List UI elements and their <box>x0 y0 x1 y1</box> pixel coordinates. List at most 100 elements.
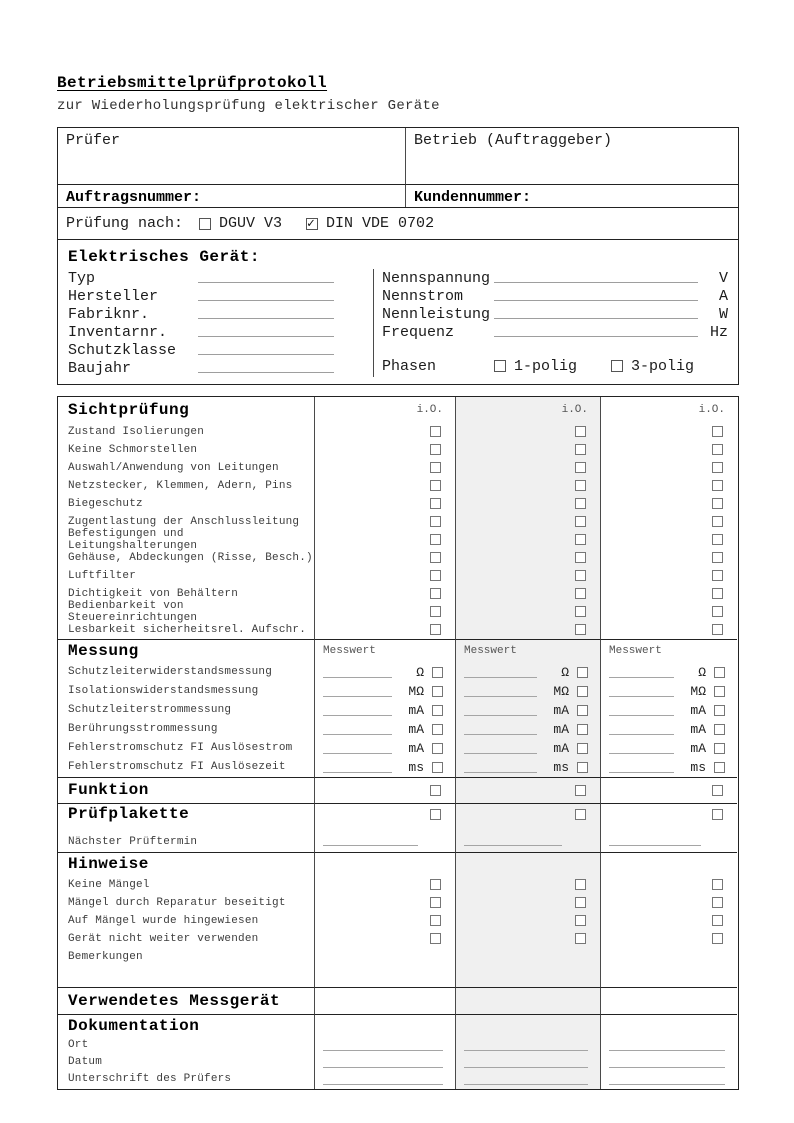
io-checkbox[interactable] <box>712 480 723 491</box>
messwert-input-line[interactable] <box>609 769 674 773</box>
nennspannung-input-line[interactable] <box>494 279 698 283</box>
prueftermin-input-line[interactable] <box>464 843 562 846</box>
messgeraet-cell[interactable] <box>600 986 737 1014</box>
io-checkbox[interactable] <box>575 606 586 617</box>
bemerkungen-cell[interactable] <box>600 947 737 966</box>
io-checkbox[interactable] <box>430 808 441 820</box>
io-checkbox[interactable] <box>575 879 586 890</box>
io-checkbox[interactable] <box>575 444 586 455</box>
io-checkbox[interactable] <box>712 498 723 509</box>
io-checkbox[interactable] <box>430 784 441 796</box>
io-checkbox[interactable] <box>430 624 441 635</box>
messwert-input-line[interactable] <box>464 750 537 754</box>
io-checkbox[interactable] <box>575 498 586 509</box>
bemerkungen-cell[interactable] <box>455 947 600 966</box>
io-checkbox[interactable] <box>712 624 723 635</box>
io-checkbox[interactable] <box>577 685 588 697</box>
bemerkungen-cell[interactable] <box>314 947 455 966</box>
io-checkbox[interactable] <box>432 742 443 754</box>
din-vde-0702-checkbox[interactable] <box>306 216 319 231</box>
io-checkbox[interactable] <box>430 915 441 926</box>
io-checkbox[interactable] <box>577 704 588 716</box>
messwert-input-line[interactable] <box>323 731 392 735</box>
io-checkbox[interactable] <box>432 761 443 773</box>
messwert-input-line[interactable] <box>609 674 674 678</box>
messwert-input-line[interactable] <box>609 693 674 697</box>
nennleistung-input-line[interactable] <box>494 315 698 319</box>
io-checkbox[interactable] <box>430 444 441 455</box>
io-checkbox[interactable] <box>575 426 586 437</box>
io-checkbox[interactable] <box>714 761 725 773</box>
messwert-input-line[interactable] <box>609 731 674 735</box>
messwert-input-line[interactable] <box>323 750 392 754</box>
io-checkbox[interactable] <box>430 426 441 437</box>
pruefer-field[interactable]: Prüfer <box>58 128 405 184</box>
io-checkbox[interactable] <box>575 933 586 944</box>
ort-input-line[interactable] <box>609 1048 725 1051</box>
io-checkbox[interactable] <box>712 784 723 796</box>
io-checkbox[interactable] <box>575 784 586 796</box>
io-checkbox[interactable] <box>575 897 586 908</box>
io-checkbox[interactable] <box>430 570 441 581</box>
io-checkbox[interactable] <box>430 897 441 908</box>
unterschrift-input-line[interactable] <box>464 1082 588 1085</box>
kundennummer-field[interactable]: Kundennummer: <box>405 184 738 207</box>
io-checkbox[interactable] <box>712 879 723 890</box>
io-checkbox[interactable] <box>430 588 441 599</box>
io-checkbox[interactable] <box>575 516 586 527</box>
ort-input-line[interactable] <box>323 1048 443 1051</box>
option-din-vde-0702[interactable]: DIN VDE 0702 <box>306 215 434 232</box>
io-checkbox[interactable] <box>575 808 586 820</box>
messwert-input-line[interactable] <box>323 674 392 678</box>
messwert-input-line[interactable] <box>323 769 392 773</box>
datum-input-line[interactable] <box>609 1065 725 1068</box>
messwert-input-line[interactable] <box>464 693 537 697</box>
messgeraet-cell[interactable] <box>455 986 600 1014</box>
io-checkbox[interactable] <box>712 606 723 617</box>
messwert-input-line[interactable] <box>323 712 392 716</box>
io-checkbox[interactable] <box>575 915 586 926</box>
io-checkbox[interactable] <box>712 552 723 563</box>
io-checkbox[interactable] <box>714 742 725 754</box>
io-checkbox[interactable] <box>432 685 443 697</box>
io-checkbox[interactable] <box>432 666 443 678</box>
io-checkbox[interactable] <box>575 480 586 491</box>
messwert-input-line[interactable] <box>464 769 537 773</box>
messwert-input-line[interactable] <box>464 731 537 735</box>
io-checkbox[interactable] <box>430 933 441 944</box>
unterschrift-input-line[interactable] <box>323 1082 443 1085</box>
3-polig-checkbox[interactable] <box>611 360 623 372</box>
messwert-input-line[interactable] <box>323 693 392 697</box>
io-checkbox[interactable] <box>577 742 588 754</box>
ort-input-line[interactable] <box>464 1048 588 1051</box>
betrieb-field[interactable]: Betrieb (Auftraggeber) <box>405 128 738 184</box>
io-checkbox[interactable] <box>577 761 588 773</box>
inventarnr-input-line[interactable] <box>198 333 334 337</box>
baujahr-input-line[interactable] <box>198 369 334 373</box>
messwert-input-line[interactable] <box>609 750 674 754</box>
io-checkbox[interactable] <box>712 516 723 527</box>
datum-input-line[interactable] <box>464 1065 588 1068</box>
option-3-polig[interactable]: 3-polig <box>611 358 728 375</box>
auftragsnummer-field[interactable]: Auftragsnummer: <box>58 184 405 207</box>
io-checkbox[interactable] <box>712 444 723 455</box>
io-checkbox[interactable] <box>575 462 586 473</box>
dguv-v3-checkbox[interactable] <box>199 217 212 230</box>
io-checkbox[interactable] <box>712 462 723 473</box>
option-1-polig[interactable]: 1-polig <box>494 358 611 375</box>
io-checkbox[interactable] <box>712 426 723 437</box>
io-checkbox[interactable] <box>712 897 723 908</box>
io-checkbox[interactable] <box>575 588 586 599</box>
1-polig-checkbox[interactable] <box>494 360 506 372</box>
prueftermin-input-line[interactable] <box>609 843 702 846</box>
io-checkbox[interactable] <box>430 606 441 617</box>
option-dguv-v3[interactable]: DGUV V3 <box>199 215 282 232</box>
frequenz-input-line[interactable] <box>494 333 698 337</box>
io-checkbox[interactable] <box>714 723 725 735</box>
io-checkbox[interactable] <box>714 666 725 678</box>
schutzklasse-input-line[interactable] <box>198 351 334 355</box>
io-checkbox[interactable] <box>430 534 441 545</box>
io-checkbox[interactable] <box>430 480 441 491</box>
io-checkbox[interactable] <box>714 704 725 716</box>
io-checkbox[interactable] <box>430 498 441 509</box>
